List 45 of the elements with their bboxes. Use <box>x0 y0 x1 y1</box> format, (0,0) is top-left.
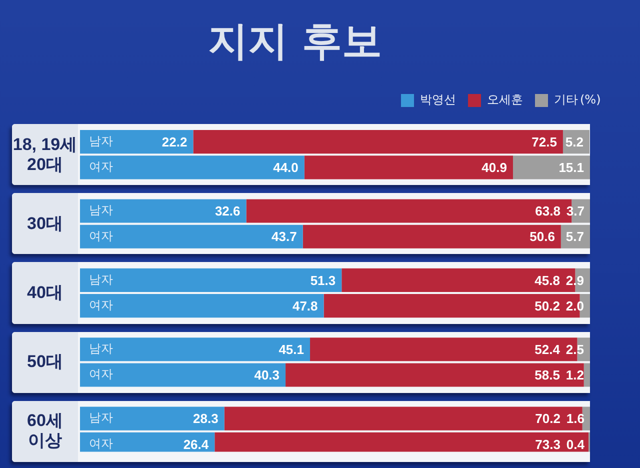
chart-title: 지지 후보 <box>208 18 382 64</box>
data-label: 44.0 <box>273 160 298 176</box>
y-tick-label: 여자 <box>89 228 113 243</box>
y-tick-label: 여자 <box>89 436 113 450</box>
text: 50대 <box>12 332 78 393</box>
y-tick-label: 남자 <box>89 203 113 218</box>
y-tick-label: 남자 <box>89 272 113 286</box>
text: 30대 <box>12 193 78 254</box>
y-tick-label: 여자 <box>89 298 113 312</box>
legend-label: 오세훈 <box>487 92 523 107</box>
data-label: 50.6 <box>530 229 555 244</box>
data-label: 5.2 <box>565 134 584 150</box>
data-label: 1.2 <box>566 368 584 383</box>
data-label: 40.9 <box>482 160 507 176</box>
data-label: 26.4 <box>183 436 210 452</box>
data-label: 0.4 <box>566 436 586 452</box>
legend-label: 박영선 <box>420 92 456 107</box>
data-label: 63.8 <box>535 204 560 219</box>
text: 40대 <box>12 262 78 324</box>
data-label: 28.3 <box>193 411 218 426</box>
text: 60세 이상 <box>12 400 78 462</box>
y-tick-label: 남자 <box>89 410 113 425</box>
data-label: 22.2 <box>162 134 188 150</box>
y-tick-label: 남자 <box>89 342 113 356</box>
data-label: 70.2 <box>535 411 560 426</box>
y-tick-label: 남자 <box>89 134 113 148</box>
data-label: 5.7 <box>566 229 584 244</box>
data-label: 15.1 <box>558 160 584 176</box>
data-label: 45.8 <box>534 272 560 288</box>
legend-label: 기타 <box>554 92 578 107</box>
data-label: 52.4 <box>534 342 561 357</box>
data-label: 51.3 <box>310 272 336 288</box>
text: 18, 19세 20대 <box>12 124 78 186</box>
legend-title: (%) <box>580 92 601 107</box>
data-label: 58.5 <box>534 368 560 383</box>
data-label: 72.5 <box>532 134 557 150</box>
data-label: 50.2 <box>534 298 560 314</box>
data-label: 40.3 <box>254 368 280 383</box>
data-label: 45.1 <box>278 342 304 357</box>
data-label: 43.7 <box>272 229 297 244</box>
y-tick-label: 여자 <box>89 160 113 174</box>
y-tick-label: 여자 <box>89 367 113 382</box>
data-label: 47.8 <box>292 298 318 314</box>
data-label: 73.3 <box>535 436 560 452</box>
data-label: 32.6 <box>214 204 240 219</box>
